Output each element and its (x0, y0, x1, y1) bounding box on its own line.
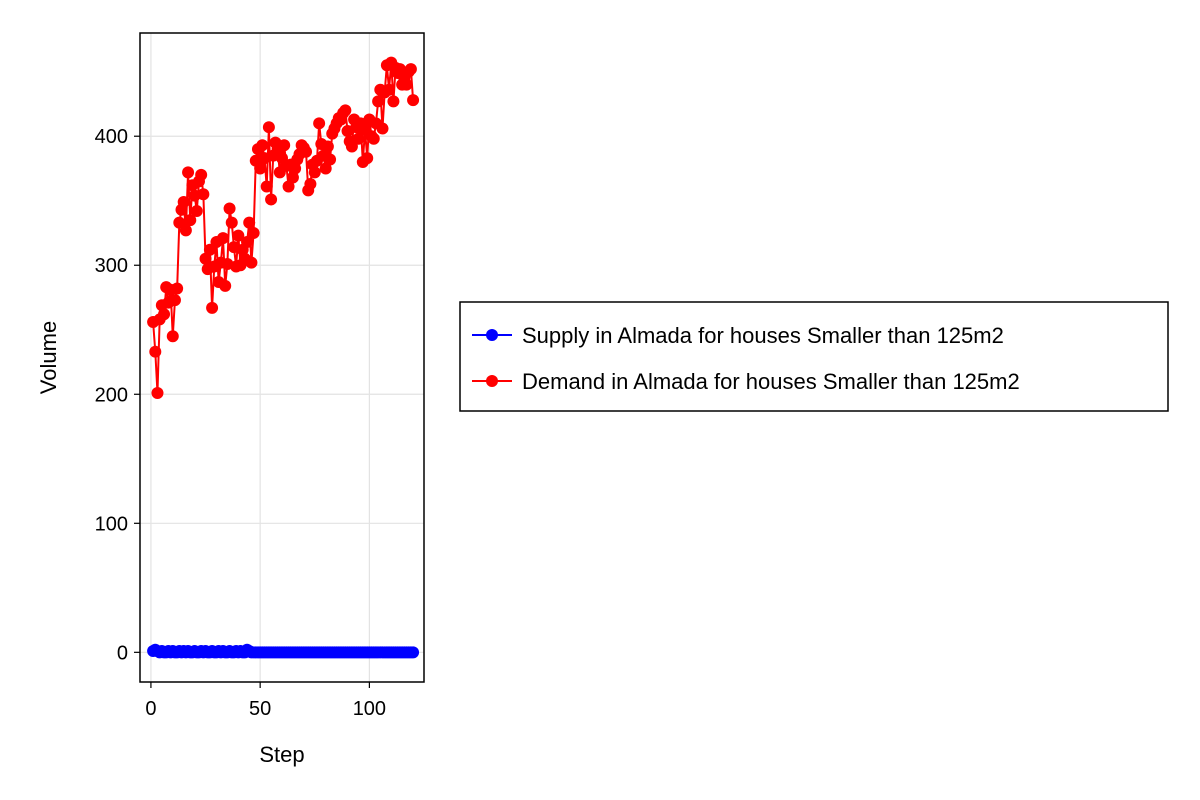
data-point-1-60 (278, 139, 291, 152)
data-point-1-81 (324, 153, 337, 166)
data-point-1-11 (171, 282, 184, 295)
data-point-1-27 (206, 301, 219, 314)
data-point-1-39 (232, 229, 245, 242)
data-point-1-46 (247, 226, 260, 239)
data-point-1-33 (219, 279, 232, 292)
data-point-1-43 (241, 236, 254, 249)
data-point-1-9 (166, 330, 179, 343)
data-point-1-110 (387, 95, 400, 108)
data-point-1-72 (304, 177, 317, 190)
axis-ticks: 0 50 100 0 100 200 300 400 (95, 126, 386, 720)
x-tick-label-1: 50 (249, 698, 271, 720)
legend-label-demand: Demand in Almada for houses Smaller than… (522, 369, 1020, 394)
data-point-1-80 (321, 140, 334, 153)
data-point-1-50 (256, 139, 269, 152)
y-tick-label-2: 200 (95, 384, 128, 406)
data-point-1-118 (404, 63, 417, 76)
data-point-1-5 (158, 308, 171, 321)
data-point-1-2 (151, 386, 164, 399)
data-point-1-24 (199, 252, 212, 265)
legend-marker-demand (486, 375, 498, 387)
data-point-1-108 (383, 83, 396, 96)
data-point-1-101 (367, 132, 380, 145)
y-tick-label-1: 100 (95, 513, 128, 535)
series-0 (147, 643, 420, 659)
plot-frame (139, 32, 425, 683)
data-point-1-22 (195, 168, 208, 181)
data-point-1-17 (184, 214, 197, 227)
data-point-1-76 (313, 117, 326, 130)
data-point-1-14 (177, 196, 190, 209)
data-point-1-79 (319, 162, 332, 175)
data-point-1-20 (190, 205, 203, 218)
data-point-1-15 (179, 224, 192, 237)
y-tick-label-3: 300 (95, 255, 128, 277)
data-point-1-36 (225, 216, 238, 229)
data-point-1-49 (254, 162, 267, 175)
data-point-1-45 (245, 256, 258, 269)
data-point-1-10 (168, 294, 181, 307)
data-point-1-52 (260, 180, 273, 193)
data-point-1-62 (282, 180, 295, 193)
series-line-1 (152, 62, 415, 394)
data-point-1-32 (217, 232, 230, 245)
data-point-1-64 (286, 171, 299, 184)
legend-label-supply: Supply in Almada for houses Smaller than… (522, 323, 1004, 348)
x-axis-label: Step (259, 742, 304, 767)
data-point-1-53 (262, 121, 275, 134)
legend-box (459, 301, 1169, 412)
data-point-0-119 (407, 646, 420, 659)
data-point-1-94 (352, 132, 365, 145)
data-point-1-105 (376, 122, 389, 135)
y-axis-label: Volume (36, 321, 61, 394)
data-point-1-119 (407, 94, 420, 107)
series-layer (147, 56, 420, 659)
legend: Supply in Almada for houses Smaller than… (459, 301, 1169, 412)
data-point-1-116 (400, 78, 413, 91)
y-tick-label-0: 0 (117, 642, 128, 664)
data-point-1-23 (197, 188, 210, 201)
data-point-1-70 (300, 145, 313, 158)
data-point-1-98 (361, 152, 374, 165)
y-tick-label-4: 400 (95, 126, 128, 148)
data-point-1-44 (243, 216, 256, 229)
data-point-1-88 (339, 104, 352, 117)
legend-marker-supply (486, 329, 498, 341)
data-point-1-54 (265, 193, 278, 206)
series-1 (147, 56, 420, 399)
data-point-1-74 (308, 166, 321, 179)
data-point-1-65 (289, 162, 302, 175)
data-point-1-35 (223, 202, 236, 215)
data-point-1-103 (372, 95, 385, 108)
x-tick-label-0: 0 (145, 698, 156, 720)
data-point-1-1 (149, 345, 162, 358)
x-tick-label-2: 100 (353, 698, 386, 720)
data-point-1-16 (182, 166, 195, 179)
